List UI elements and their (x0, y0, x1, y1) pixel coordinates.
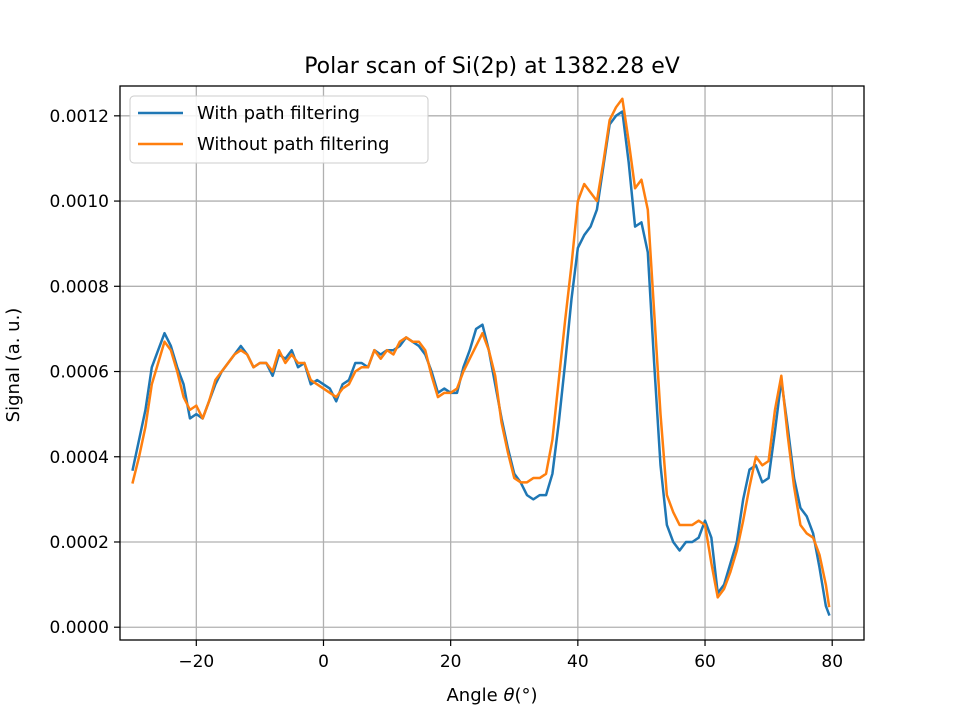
series-layer (131, 97, 831, 617)
x-tick-label: 20 (440, 652, 462, 672)
x-axis-label-suffix: (°) (514, 685, 537, 706)
chart-title: Polar scan of Si(2p) at 1382.28 eV (304, 54, 680, 79)
y-tick-label: 0.0012 (50, 107, 109, 127)
y-tick-label: 0.0008 (50, 277, 109, 297)
legend-label-with-path-filtering: With path filtering (197, 103, 360, 124)
x-tick-label: 0 (318, 652, 329, 672)
x-tick-label: 40 (567, 652, 589, 672)
legend-box (129, 95, 429, 164)
plot-frame (119, 85, 865, 641)
y-tick-label: 0.0004 (50, 448, 109, 468)
series-line-without-path-filtering (131, 97, 831, 608)
y-tick-label: 0.0002 (50, 533, 109, 553)
x-axis-label: Angle θ(°) (446, 685, 537, 706)
y-tick-label: 0.0000 (50, 618, 109, 638)
legend-label-without-path-filtering: Without path filtering (197, 134, 389, 155)
y-axis-label: Signal (a. u.) (3, 308, 24, 423)
y-tick-label: 0.0006 (50, 363, 109, 383)
x-tick-label: 80 (821, 652, 843, 672)
x-tick-label: 60 (694, 652, 716, 672)
x-tick-label: −20 (178, 652, 214, 672)
ticks: −20 0 20 40 60 80 0.0000 0.0002 0.0004 0.0006 0.00… (50, 107, 844, 672)
x-axis-label-symbol: θ (503, 685, 514, 706)
x-axis-label-prefix: Angle (446, 685, 503, 706)
legend: With path filtering Without path filteri… (129, 95, 429, 164)
y-tick-label: 0.0010 (50, 192, 109, 212)
